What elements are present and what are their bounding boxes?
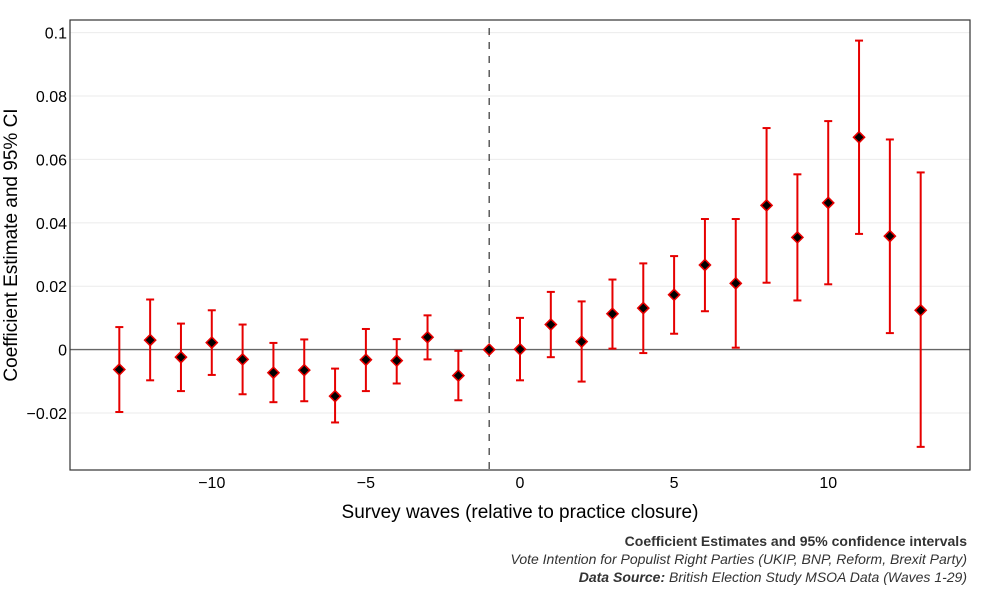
- estimate-marker: [205, 335, 219, 350]
- x-tick-label: 10: [819, 475, 837, 492]
- x-axis-title: Survey waves (relative to practice closu…: [342, 502, 699, 523]
- estimate-point: [544, 290, 558, 359]
- estimate-point: [266, 341, 281, 404]
- plot-frame: [69, 19, 971, 471]
- estimate-point: [821, 120, 835, 286]
- estimate-point: [729, 218, 743, 349]
- estimate-point: [575, 300, 589, 383]
- caption-subtitle: Vote Intention for Populist Right Partie…: [510, 551, 968, 567]
- estimate-marker: [575, 335, 589, 349]
- x-tick-label: 5: [670, 475, 679, 492]
- estimate-marker: [143, 333, 157, 347]
- estimate-marker: [451, 368, 465, 383]
- caption-title: Coefficient Estimates and 95% confidence…: [624, 533, 967, 549]
- estimate-point: [235, 323, 250, 396]
- estimate-marker: [359, 353, 373, 367]
- y-tick-label: 0.02: [36, 279, 67, 296]
- caption-source-label: Data Source:: [578, 569, 666, 585]
- reference-lines: [70, 28, 970, 470]
- estimate-point: [451, 349, 465, 402]
- y-axis-title: Coefficient Estimate and 95% CI: [1, 108, 22, 381]
- estimate-marker: [297, 363, 311, 377]
- estimate-marker: [883, 229, 897, 243]
- estimate-marker: [513, 342, 527, 356]
- estimate-marker: [328, 389, 342, 403]
- estimate-point: [174, 322, 188, 393]
- estimate-point: [482, 342, 496, 357]
- estimate-point: [420, 314, 435, 361]
- estimate-marker: [790, 230, 805, 245]
- estimate-point: [328, 367, 342, 424]
- y-tick-label: 0.04: [36, 216, 67, 233]
- estimate-marker: [605, 307, 620, 321]
- caption-source-text: British Election Study MSOA Data (Waves …: [665, 569, 967, 585]
- estimate-marker: [729, 276, 743, 290]
- y-tick-label: 0.1: [45, 26, 67, 43]
- caption-source: Data Source: British Election Study MSOA…: [579, 569, 967, 585]
- estimate-marker: [266, 366, 281, 380]
- estimate-marker: [852, 130, 866, 144]
- estimate-point: [390, 338, 404, 385]
- estimate-marker: [914, 303, 928, 317]
- estimate-marker: [821, 196, 835, 210]
- estimate-point: [883, 138, 897, 335]
- y-axis-ticks: −0.02 0 0.02 0.04 0.06 0.08 0.1: [27, 26, 68, 423]
- y-tick-label: 0.08: [36, 89, 67, 106]
- estimate-marker: [112, 362, 126, 377]
- estimate-point: [698, 218, 712, 313]
- estimate-point: [759, 127, 774, 284]
- x-tick-label: −10: [198, 475, 225, 492]
- estimate-point: [112, 326, 126, 414]
- estimate-point: [605, 278, 620, 350]
- estimate-marker: [698, 258, 712, 272]
- x-tick-label: −5: [357, 475, 375, 492]
- y-tick-label: −0.02: [27, 406, 68, 423]
- estimate-point: [205, 309, 219, 376]
- estimate-marker: [174, 350, 188, 364]
- estimate-point: [852, 39, 866, 235]
- y-tick-label: 0: [58, 343, 67, 360]
- estimate-marker: [544, 317, 558, 332]
- estimate-point: [143, 298, 157, 382]
- estimate-marker: [420, 330, 435, 344]
- x-tick-label: 0: [516, 475, 525, 492]
- estimates: [112, 39, 928, 448]
- estimate-marker: [482, 342, 496, 357]
- estimate-point: [667, 255, 681, 335]
- estimate-point: [297, 338, 311, 403]
- estimate-marker: [390, 354, 404, 368]
- estimate-marker: [636, 301, 650, 315]
- estimate-point: [513, 316, 527, 382]
- x-axis-ticks: −10 −5 0 5 10: [198, 475, 837, 492]
- estimate-point: [359, 327, 373, 393]
- estimate-marker: [759, 198, 774, 213]
- estimate-point: [914, 171, 928, 448]
- estimate-point: [790, 173, 805, 302]
- y-tick-label: 0.06: [36, 152, 67, 169]
- estimate-point: [636, 262, 650, 355]
- coefficient-plot: −0.02 0 0.02 0.04 0.06 0.08 0.1 −10 −5 0 5 10 Surv…: [1, 19, 971, 523]
- estimate-marker: [667, 288, 681, 302]
- estimate-marker: [235, 352, 250, 367]
